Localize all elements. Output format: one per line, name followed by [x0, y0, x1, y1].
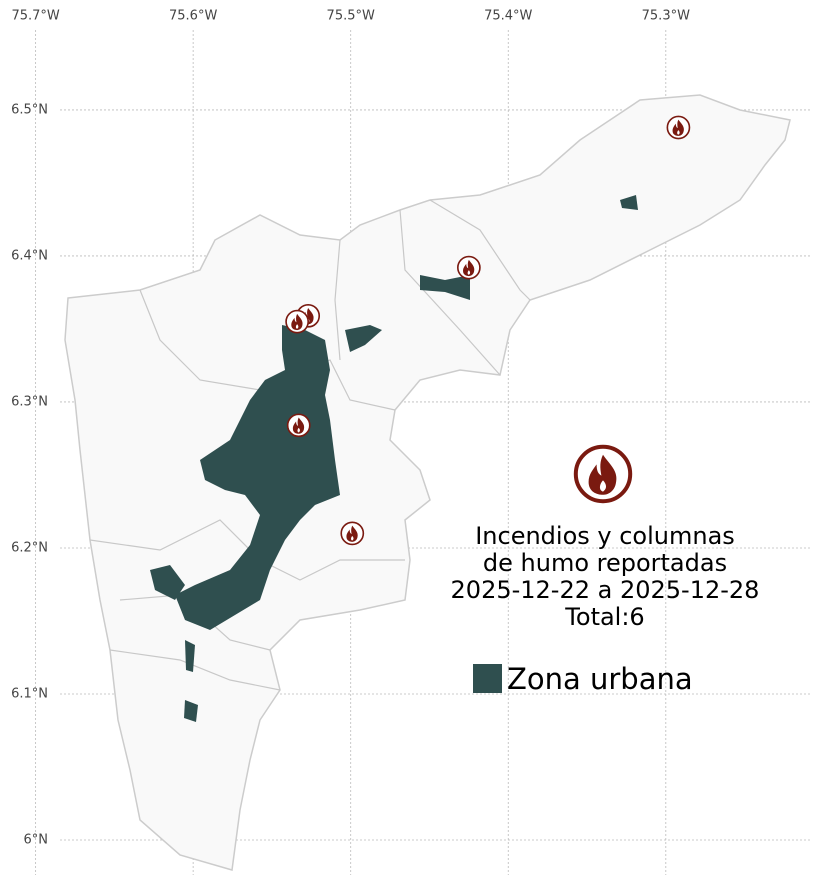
x-tick-label: 75.5°W — [327, 9, 375, 24]
title-line: 2025-12-22 a 2025-12-28 — [451, 576, 760, 604]
y-tick-label: 6.2°N — [11, 540, 48, 555]
x-tick-label: 75.4°W — [484, 9, 532, 24]
fire-marker — [285, 309, 310, 334]
title-line: Incendios y columnas — [475, 522, 735, 550]
y-tick-label: 6.1°N — [11, 686, 48, 701]
y-tick-label: 6.4°N — [11, 248, 48, 263]
title-line: de humo reportadas — [483, 549, 727, 577]
fire-marker — [286, 413, 311, 438]
fire-marker — [340, 521, 365, 546]
y-tick-label: 6.3°N — [11, 394, 48, 409]
x-tick-label: 75.6°W — [169, 9, 217, 24]
ticks: 75.7°W 75.6°W 75.5°W 75.4°W 75.3°W 6.5°N 6.4°N… — [11, 9, 690, 848]
legend-label: Zona urbana — [507, 662, 693, 696]
urban-zones — [150, 195, 638, 722]
y-tick-label: 6°N — [24, 832, 49, 847]
y-tick-label: 6.5°N — [11, 102, 48, 117]
fire-marker — [457, 255, 481, 280]
region-outline — [64, 94, 791, 871]
x-tick-label: 75.3°W — [642, 9, 690, 24]
x-tick-label: 75.7°W — [11, 9, 59, 24]
fire-icon — [573, 444, 633, 504]
legend-swatch — [473, 664, 502, 693]
fire-marker — [666, 115, 691, 140]
title-line: Total:6 — [564, 603, 644, 631]
